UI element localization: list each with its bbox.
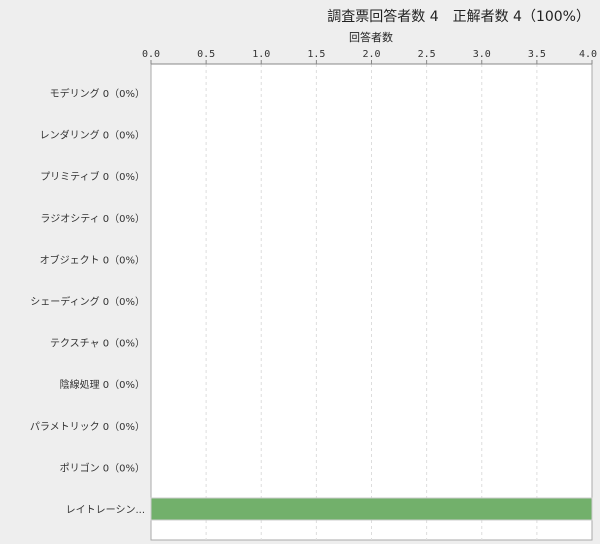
x-tick-label: 2.5 — [418, 49, 436, 60]
x-tick-label: 1.0 — [252, 49, 270, 60]
x-axis-title: 回答者数 — [349, 30, 393, 44]
category-label: オブジェクト 0（0%） — [40, 253, 145, 266]
category-label: パラメトリック 0（0%） — [30, 421, 145, 433]
x-tick-label: 0.0 — [142, 49, 160, 60]
category-label: 陰線処理 0（0%） — [60, 378, 145, 391]
x-tick-label: 3.0 — [473, 49, 491, 60]
bar — [150, 497, 593, 521]
category-label: レンダリング 0（0%） — [40, 129, 145, 142]
category-label: ラジオシティ 0（0%） — [40, 213, 145, 225]
chart-title: 調査票回答者数 4 正解者数 4（100%） — [327, 8, 590, 25]
x-tick-label: 3.5 — [528, 49, 546, 60]
category-label: テクスチャ 0（0%） — [50, 338, 145, 350]
x-tick-label: 0.5 — [197, 49, 215, 60]
x-tick-label: 4.0 — [579, 49, 597, 60]
category-label: シェーディング 0（0%） — [30, 295, 145, 308]
category-label: ポリゴン 0（0%） — [60, 461, 145, 474]
x-tick-label: 1.5 — [307, 49, 325, 60]
category-label: モデリング 0（0%） — [50, 87, 145, 100]
x-tick-label: 2.0 — [362, 49, 380, 60]
category-label: レイトレーシン... — [66, 505, 145, 516]
category-label: プリミティブ 0（0%） — [40, 170, 145, 183]
